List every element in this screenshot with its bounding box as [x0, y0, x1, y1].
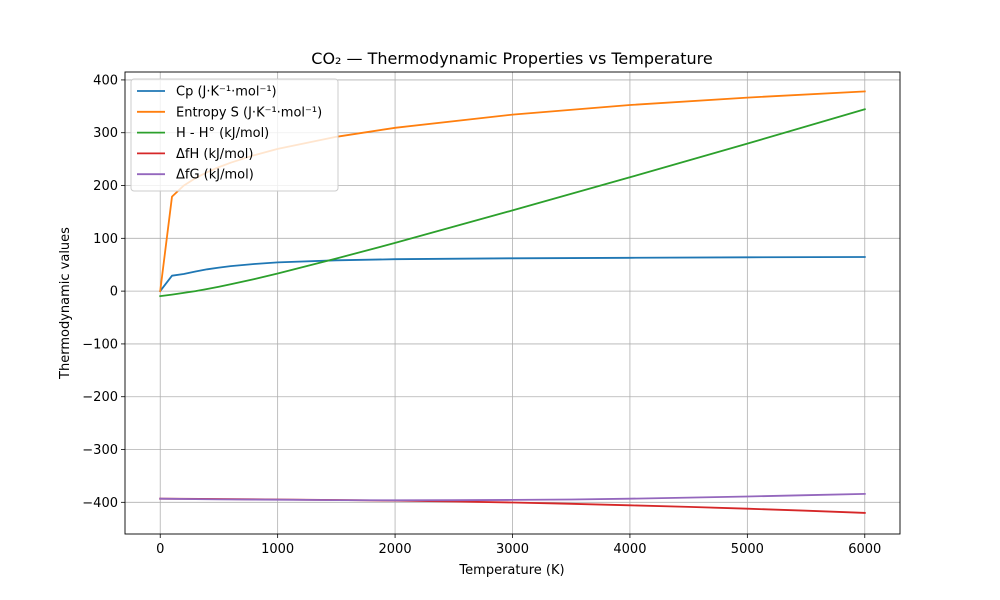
x-tick-label: 6000: [848, 542, 881, 557]
x-tick-label: 1000: [261, 542, 294, 557]
y-tick-label: −100: [82, 337, 118, 352]
legend-entry: Cp (J·K⁻¹·mol⁻¹): [176, 85, 277, 100]
x-tick-label: 5000: [731, 542, 764, 557]
y-axis-label: Thermodynamic values: [58, 227, 73, 380]
y-tick-label: 400: [93, 73, 118, 88]
series-line-1: [158, 256, 866, 293]
x-tick-label: 4000: [613, 542, 646, 557]
y-tick-label: 300: [93, 126, 118, 141]
y-tick-label: −300: [82, 443, 118, 458]
chart-title: CO₂ — Thermodynamic Properties vs Temper…: [311, 49, 712, 68]
y-tick-label: 0: [110, 285, 118, 300]
legend-entry: Entropy S (J·K⁻¹·mol⁻¹): [176, 105, 322, 120]
y-tick-label: −200: [82, 390, 118, 405]
x-ticks: 0 1000 2000 3000 4000 5000 6000: [156, 534, 881, 557]
legend-box: [130, 78, 339, 192]
x-tick-label: 0: [156, 542, 164, 557]
x-tick-label: 2000: [379, 542, 412, 557]
x-axis-label: Temperature (K): [458, 563, 564, 578]
y-tick-label: −400: [82, 496, 118, 511]
legend-entry: H - H° (kJ/mol): [176, 126, 269, 141]
x-tick-label: 3000: [496, 542, 529, 557]
series-line-5: [159, 492, 866, 502]
y-ticks: −400 −300 −200 −100 0 100 200 300 400: [82, 73, 125, 511]
legend: Cp (J·K⁻¹·mol⁻¹) Entropy S (J·K⁻¹·mol⁻¹) H…: [130, 78, 339, 192]
y-tick-label: 100: [93, 232, 118, 247]
legend-entry: ΔfH (kJ/mol): [176, 147, 254, 162]
series-line-3: [159, 108, 866, 298]
legend-entry: ΔfG (kJ/mol): [176, 168, 254, 183]
y-tick-label: 200: [93, 179, 118, 194]
